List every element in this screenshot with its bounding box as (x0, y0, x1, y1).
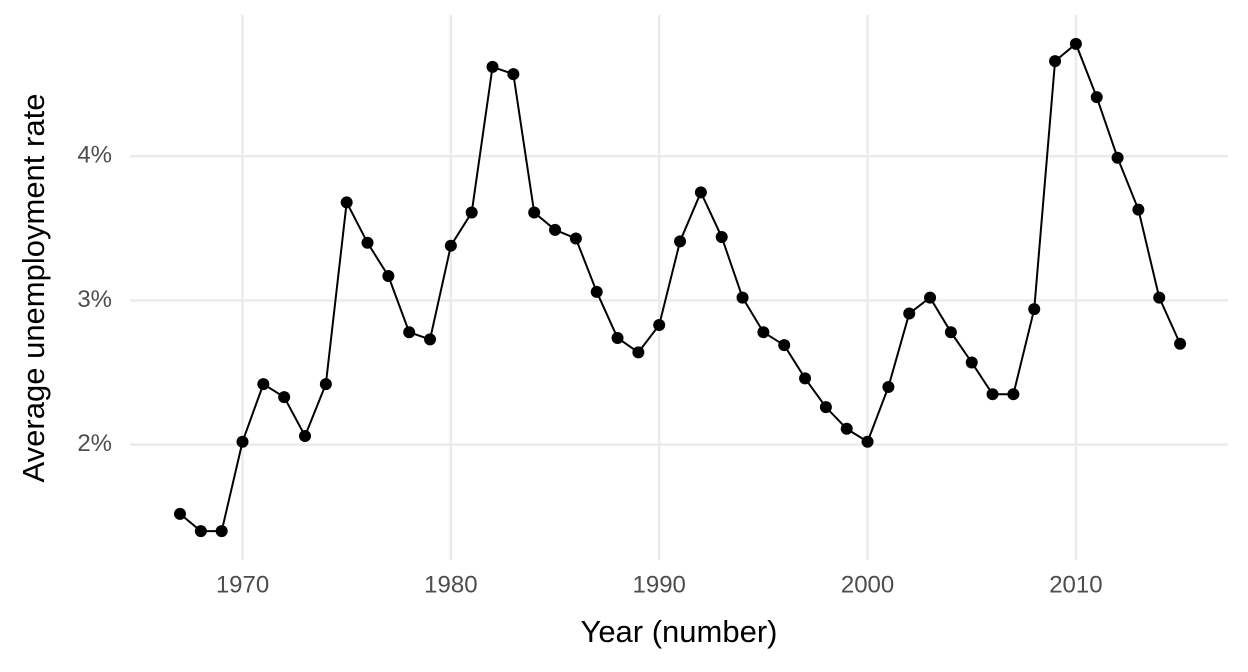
point (653, 318, 666, 331)
point (278, 391, 291, 404)
y-tick-label: 3% (77, 286, 112, 313)
y-tick-label: 4% (77, 142, 112, 169)
point (465, 206, 478, 219)
x-tick-label: 1990 (633, 571, 686, 598)
point (778, 339, 791, 352)
point (194, 525, 207, 538)
x-tick-label: 1980 (424, 571, 477, 598)
point (944, 326, 957, 339)
point (549, 223, 562, 236)
point (1153, 291, 1166, 304)
point (986, 388, 999, 401)
point (424, 333, 437, 346)
point (1028, 303, 1041, 316)
x-tick-label: 2000 (841, 571, 894, 598)
point (861, 435, 874, 448)
point (840, 422, 853, 435)
point (736, 291, 749, 304)
point (486, 60, 499, 73)
point (257, 378, 270, 391)
point (590, 285, 603, 298)
point (1111, 151, 1124, 164)
point (569, 232, 582, 245)
x-axis-title: Year (number) (580, 614, 777, 649)
point (528, 206, 541, 219)
point (632, 346, 645, 359)
point (1090, 91, 1103, 104)
point (903, 307, 916, 320)
point (215, 525, 228, 538)
point (382, 269, 395, 282)
point (1069, 37, 1082, 50)
point (1132, 203, 1145, 216)
point (819, 401, 832, 414)
point (403, 326, 416, 339)
point (174, 507, 187, 520)
point (444, 239, 457, 252)
x-tick-label: 2010 (1049, 571, 1102, 598)
point (1174, 337, 1187, 350)
point (674, 235, 687, 248)
point (694, 186, 707, 199)
point (757, 326, 770, 339)
point (611, 331, 624, 344)
point (361, 236, 374, 249)
point (299, 430, 312, 443)
point (715, 231, 728, 244)
y-axis-title: Average unemployment rate (16, 94, 51, 483)
point (965, 356, 978, 369)
point (507, 68, 520, 81)
point (319, 378, 332, 391)
y-tick-label: 2% (77, 430, 112, 457)
point (924, 291, 937, 304)
point (236, 435, 249, 448)
point (1049, 55, 1062, 68)
point (1007, 388, 1020, 401)
x-tick-label: 1970 (216, 571, 269, 598)
point (882, 380, 895, 393)
point (799, 372, 812, 385)
point (340, 196, 353, 209)
line (179, 42, 1181, 533)
